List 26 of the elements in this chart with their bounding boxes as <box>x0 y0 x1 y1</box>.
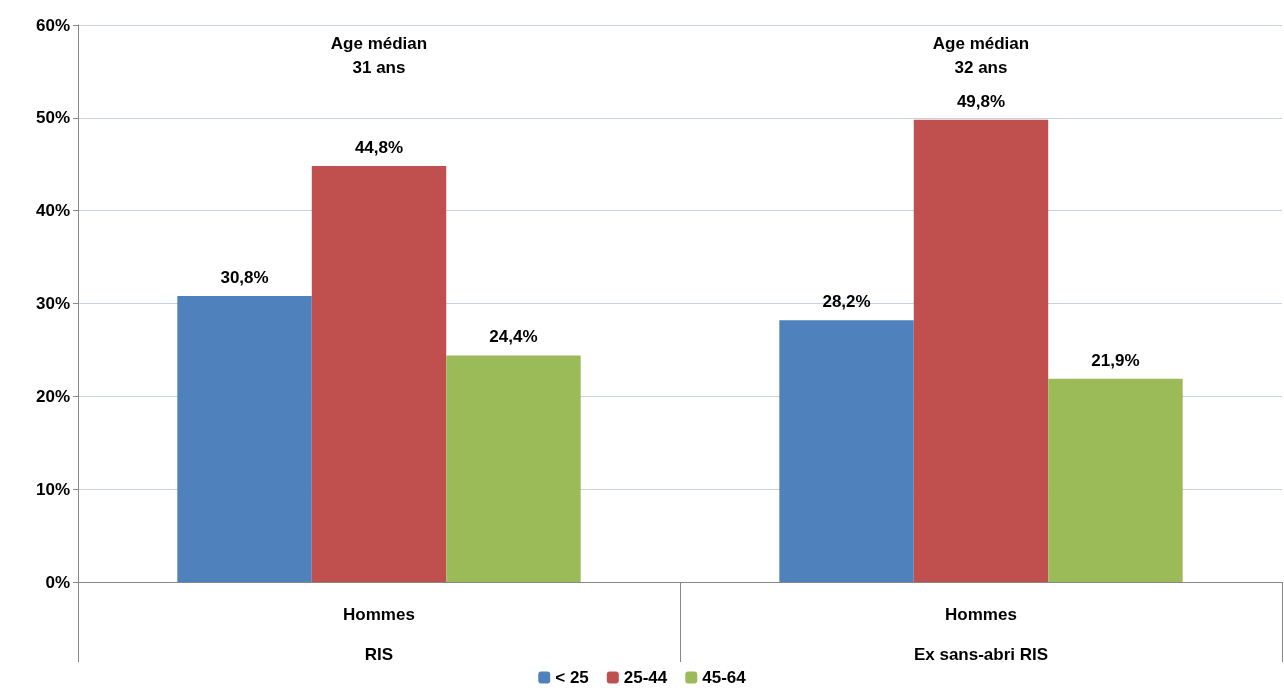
data-label: 49,8% <box>956 91 1006 111</box>
category-label: Hommes Ex sans-abri RIS <box>913 604 1049 664</box>
data-label: 24,4% <box>489 327 538 347</box>
bar <box>446 355 581 582</box>
bar <box>177 296 312 582</box>
category-label: Hommes RIS <box>343 604 415 664</box>
data-label: 21,9% <box>1091 350 1140 370</box>
annotation: Age médian 32 ans <box>932 33 1030 77</box>
legend-label: < 25 <box>555 668 589 687</box>
bar <box>913 119 1049 582</box>
data-label: 28,2% <box>822 292 871 312</box>
bar <box>779 320 914 582</box>
data-label: 30,8% <box>220 268 269 288</box>
y-tick-label: 20% <box>35 386 70 406</box>
y-tick-label: 50% <box>35 108 70 128</box>
annotation: Age médian 31 ans <box>330 33 428 77</box>
y-tick-label: 40% <box>35 201 70 221</box>
data-label: 44,8% <box>354 138 404 158</box>
bar <box>1048 378 1183 582</box>
y-tick-label: 0% <box>45 572 70 592</box>
y-tick-label: 10% <box>35 479 70 499</box>
legend-label: 45-64 <box>702 668 747 687</box>
bar <box>311 166 447 582</box>
y-tick-label: 60% <box>35 15 70 35</box>
legend-label: 25-44 <box>623 668 668 687</box>
y-tick-label: 30% <box>35 294 70 313</box>
